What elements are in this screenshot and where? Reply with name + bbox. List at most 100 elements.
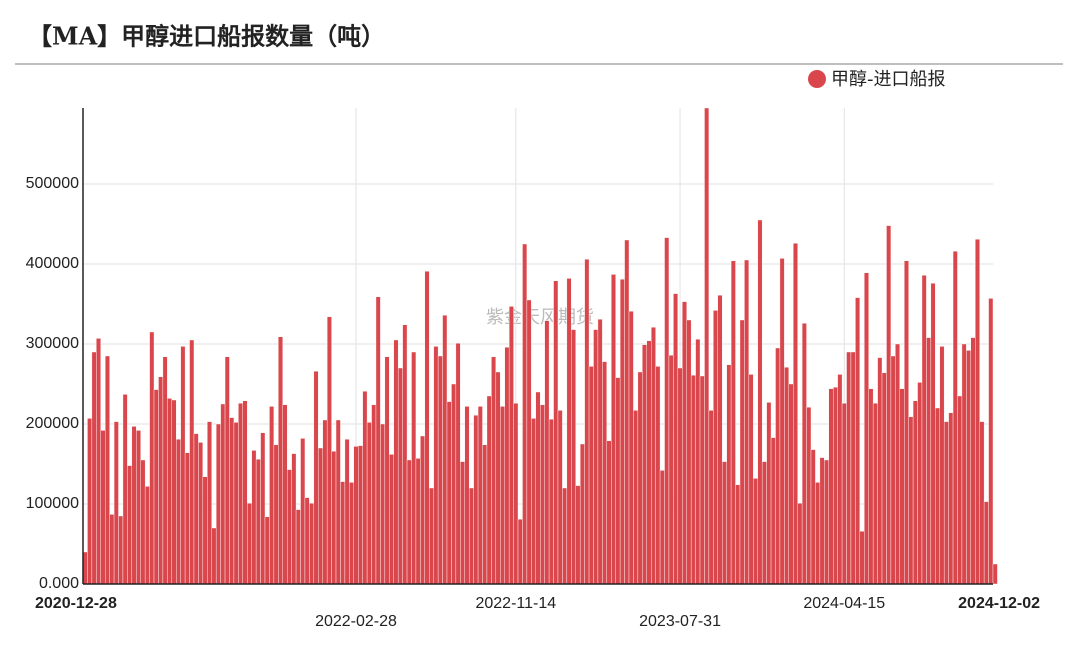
bar xyxy=(424,271,430,585)
bar xyxy=(446,401,452,585)
bar xyxy=(158,376,164,585)
bar xyxy=(686,319,692,585)
bar xyxy=(482,444,488,585)
bar xyxy=(229,417,235,585)
bar xyxy=(739,319,745,585)
bar xyxy=(952,250,958,585)
bar xyxy=(775,347,781,585)
bar xyxy=(659,470,665,585)
bar xyxy=(983,501,989,585)
bar xyxy=(113,421,119,585)
bar xyxy=(593,329,599,585)
bar xyxy=(309,503,315,585)
bar xyxy=(291,453,297,585)
bar xyxy=(722,461,727,585)
bar xyxy=(304,497,310,585)
bar xyxy=(935,407,940,585)
bar xyxy=(779,258,785,585)
bar xyxy=(433,346,439,585)
bar xyxy=(793,242,798,585)
bar xyxy=(162,356,168,585)
bar xyxy=(109,514,115,585)
bar xyxy=(877,357,883,585)
bar xyxy=(633,410,639,585)
bar xyxy=(619,279,625,585)
bar xyxy=(215,423,221,585)
bar xyxy=(322,419,328,585)
bar xyxy=(579,443,585,585)
bar xyxy=(535,391,541,585)
x-tick-label: 2022-11-14 xyxy=(475,595,556,612)
bar xyxy=(264,516,270,585)
bar xyxy=(251,450,257,585)
bar xyxy=(602,361,608,585)
bar xyxy=(207,421,212,585)
bar xyxy=(895,343,900,585)
bar xyxy=(642,344,647,585)
bar xyxy=(144,486,150,585)
bar xyxy=(828,388,834,585)
bar xyxy=(349,482,354,585)
bar xyxy=(544,320,550,585)
bar xyxy=(526,299,532,585)
bar xyxy=(562,487,568,585)
bar xyxy=(273,444,279,585)
bar xyxy=(553,280,559,585)
bar xyxy=(375,296,381,585)
bar xyxy=(695,339,701,585)
bar xyxy=(397,367,403,585)
bar xyxy=(104,355,110,585)
bar xyxy=(548,419,554,585)
bar xyxy=(761,461,767,585)
bar xyxy=(318,447,323,585)
bar xyxy=(704,107,710,585)
bar xyxy=(384,356,390,585)
bar xyxy=(557,410,563,585)
bar xyxy=(606,440,612,585)
x-tick-label: 2023-07-31 xyxy=(639,613,721,630)
bar xyxy=(495,371,501,585)
bar xyxy=(513,403,519,585)
bar xyxy=(247,503,252,585)
y-tick-label: 200000 xyxy=(26,415,79,432)
bar xyxy=(171,399,177,585)
bar xyxy=(948,412,954,585)
bar xyxy=(282,404,288,585)
y-tick-label: 500000 xyxy=(26,175,79,192)
bar xyxy=(437,355,443,585)
bar xyxy=(371,404,377,585)
bar xyxy=(286,469,292,585)
bar xyxy=(340,481,346,585)
bar xyxy=(167,398,172,585)
bar xyxy=(136,430,141,585)
bar xyxy=(628,311,634,585)
bar xyxy=(176,439,181,585)
y-tick-label: 0.000 xyxy=(39,575,79,592)
bar xyxy=(806,407,812,585)
x-tick-label: 2024-12-02 xyxy=(958,595,1040,612)
bar xyxy=(917,382,923,585)
bar xyxy=(486,395,492,585)
bar xyxy=(868,388,874,585)
bar xyxy=(224,356,230,585)
bar xyxy=(402,324,408,585)
bar xyxy=(708,410,714,585)
bar xyxy=(260,432,266,585)
bar xyxy=(859,531,865,585)
bar xyxy=(597,319,603,585)
bar xyxy=(184,452,190,585)
bar xyxy=(699,375,705,585)
bar xyxy=(87,418,93,585)
bar xyxy=(788,383,794,585)
bar xyxy=(193,433,199,585)
bar xyxy=(886,225,892,585)
bar xyxy=(717,295,723,585)
bar xyxy=(406,459,412,585)
bar xyxy=(442,315,448,585)
bar xyxy=(841,403,847,585)
bar xyxy=(122,394,128,585)
bar xyxy=(881,372,887,585)
bar xyxy=(189,339,195,585)
bar xyxy=(380,423,386,585)
